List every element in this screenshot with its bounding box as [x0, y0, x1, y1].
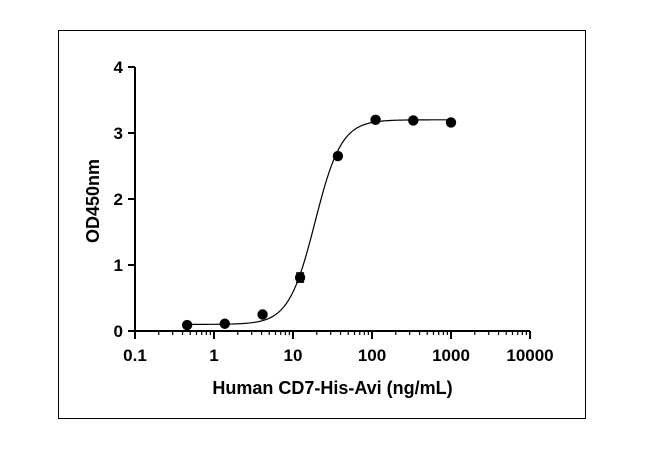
- x-tick-label: 100: [358, 346, 386, 365]
- data-point: [257, 309, 268, 320]
- x-tick-label: 10: [284, 346, 303, 365]
- chart-frame: [58, 30, 586, 419]
- data-point: [370, 114, 381, 126]
- axes: [134, 67, 530, 332]
- data-point: [294, 272, 306, 283]
- y-axis-title: OD450nm: [83, 159, 103, 243]
- x-axis-title: Human CD7-His-Avi (ng/mL): [212, 378, 452, 398]
- data-point: [219, 318, 231, 329]
- x-tick-label: 10000: [506, 346, 553, 365]
- y-tick-label: 1: [114, 256, 123, 275]
- y-tick-label: 4: [114, 58, 124, 77]
- data-point: [332, 150, 344, 162]
- data-points: [181, 114, 457, 331]
- data-point: [408, 115, 419, 126]
- y-tick-label: 3: [114, 124, 123, 143]
- fit-curve: [187, 119, 451, 325]
- data-point: [445, 117, 457, 128]
- ticks: 0 1 2 3 4 0.1 1 10 100 1000 10000: [114, 58, 554, 365]
- data-point: [181, 319, 193, 331]
- fit-curve-layer: [187, 119, 451, 325]
- x-tick-label: 1: [209, 346, 218, 365]
- y-tick-label: 2: [114, 190, 123, 209]
- x-tick-label: 0.1: [123, 346, 147, 365]
- x-tick-label: 1000: [432, 346, 470, 365]
- y-tick-label: 0: [114, 322, 123, 341]
